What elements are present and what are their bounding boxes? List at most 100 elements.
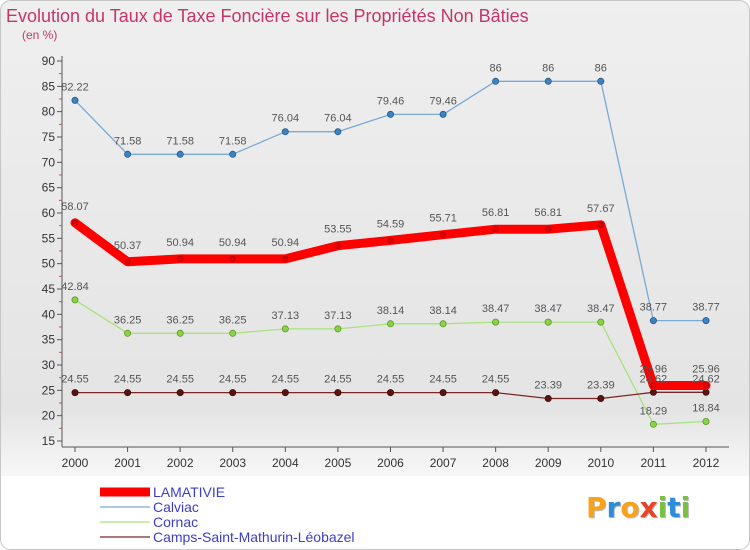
data-point-lamativie	[597, 221, 604, 228]
series-lamativie	[70, 218, 711, 390]
y-tick-label: 80	[42, 105, 56, 119]
data-point-calviac	[702, 317, 710, 325]
data-label-calviac: 86	[595, 62, 607, 74]
data-point-camps-saint-mathurin-leobazel	[597, 394, 605, 402]
data-label-camps-saint-mathurin-leobazel: 24.55	[272, 374, 300, 386]
data-label-cornac: 36.25	[219, 314, 247, 326]
data-point-calviac	[544, 77, 552, 85]
x-tick-label: 2006	[377, 456, 404, 470]
data-label-lamativie: 50.94	[219, 237, 247, 249]
data-point-calviac	[386, 110, 394, 118]
data-label-camps-saint-mathurin-leobazel: 24.55	[429, 374, 457, 386]
data-point-camps-saint-mathurin-leobazel	[702, 388, 710, 396]
data-point-camps-saint-mathurin-leobazel	[124, 389, 132, 397]
data-point-cornac	[281, 325, 289, 333]
data-label-calviac: 86	[542, 62, 554, 74]
data-point-calviac	[649, 317, 657, 325]
data-label-cornac: 36.25	[114, 314, 142, 326]
x-tick-label: 2012	[693, 456, 720, 470]
data-point-camps-saint-mathurin-leobazel	[492, 389, 500, 397]
data-point-cornac	[544, 318, 552, 326]
data-point-lamativie	[650, 382, 657, 389]
chart-subtitle: (en %)	[22, 28, 57, 42]
data-point-camps-saint-mathurin-leobazel	[176, 389, 184, 397]
data-point-lamativie	[72, 219, 79, 226]
x-tick-label: 2007	[430, 456, 457, 470]
data-label-camps-saint-mathurin-leobazel: 24.55	[324, 374, 352, 386]
data-label-camps-saint-mathurin-leobazel: 23.39	[534, 380, 562, 392]
data-point-cornac	[71, 296, 79, 304]
data-label-cornac: 38.14	[377, 305, 405, 317]
data-label-calviac: 86	[489, 62, 501, 74]
x-tick-label: 2003	[219, 456, 246, 470]
y-tick-label: 90	[42, 54, 56, 68]
data-label-cornac: 42.84	[61, 281, 89, 293]
data-label-lamativie: 50.94	[272, 237, 300, 249]
data-point-camps-saint-mathurin-leobazel	[439, 389, 447, 397]
data-label-camps-saint-mathurin-leobazel: 24.55	[114, 374, 142, 386]
series-camps-saint-mathurin-leobazel	[71, 388, 710, 402]
legend: LAMATIVIE Calviac Cornac Camps-Saint-Mat…	[100, 484, 355, 545]
y-tick-label: 70	[42, 155, 56, 169]
x-tick-label: 2005	[325, 456, 352, 470]
legend-label-calviac: Calviac	[153, 499, 199, 515]
x-tick-label: 2004	[272, 456, 299, 470]
x-tick-label: 2002	[167, 456, 194, 470]
data-label-calviac: 76.04	[324, 113, 352, 125]
y-tick-label: 45	[42, 282, 56, 296]
data-label-cornac: 38.47	[587, 303, 615, 315]
y-tick-label: 20	[42, 409, 56, 423]
data-point-cornac	[492, 318, 500, 326]
y-tick-label: 35	[42, 333, 56, 347]
data-label-camps-saint-mathurin-leobazel: 24.55	[482, 374, 510, 386]
data-label-lamativie: 56.81	[482, 207, 510, 219]
data-point-lamativie	[492, 226, 499, 233]
data-label-cornac: 37.13	[272, 310, 300, 322]
data-label-camps-saint-mathurin-leobazel: 24.62	[640, 373, 668, 385]
data-point-lamativie	[229, 255, 236, 262]
logo-letter-i: i	[658, 491, 668, 524]
x-tick-label: 2011	[640, 456, 666, 470]
logo-letter-r: r	[607, 491, 621, 524]
x-tick-label: 2000	[62, 456, 89, 470]
y-tick-label: 75	[42, 130, 56, 144]
data-label-lamativie: 58.07	[61, 201, 89, 213]
data-label-calviac: 71.58	[166, 135, 194, 147]
data-point-calviac	[229, 150, 237, 158]
data-label-calviac: 76.04	[272, 113, 300, 125]
data-label-lamativie: 55.71	[429, 213, 457, 225]
data-label-calviac: 79.46	[429, 95, 457, 107]
data-label-lamativie: 25.96	[640, 364, 668, 376]
data-point-cornac	[229, 329, 237, 337]
data-point-lamativie	[282, 255, 289, 262]
data-label-camps-saint-mathurin-leobazel: 24.55	[377, 374, 405, 386]
logo-letter-x: x	[640, 491, 658, 524]
data-label-lamativie: 50.94	[166, 237, 194, 249]
legend-label-camps-saint-mathurin-leobazel: Camps-Saint-Mathurin-Léobazel	[153, 529, 355, 545]
data-label-calviac: 71.58	[114, 135, 142, 147]
data-point-calviac	[281, 128, 289, 136]
data-point-calviac	[124, 150, 132, 158]
data-label-lamativie: 53.55	[324, 224, 352, 236]
data-label-lamativie: 50.37	[114, 240, 142, 252]
data-point-calviac	[597, 77, 605, 85]
data-label-camps-saint-mathurin-leobazel: 23.39	[587, 380, 615, 392]
data-label-lamativie: 25.96	[692, 364, 720, 376]
data-point-camps-saint-mathurin-leobazel	[71, 389, 79, 397]
x-tick-label: 2008	[482, 456, 509, 470]
data-point-calviac	[492, 77, 500, 85]
data-point-cornac	[702, 417, 710, 425]
data-label-cornac: 38.47	[482, 303, 510, 315]
series-calviac	[71, 77, 710, 325]
y-tick-label: 65	[42, 181, 56, 195]
legend-item-cornac: Cornac	[100, 514, 198, 530]
y-tick-label: 85	[42, 79, 56, 93]
series-layer	[70, 77, 711, 428]
y-tick-label: 15	[42, 434, 56, 448]
data-label-cornac: 18.29	[640, 405, 668, 417]
data-label-cornac: 37.13	[324, 310, 352, 322]
x-tick-label: 2001	[114, 456, 141, 470]
data-point-lamativie	[440, 231, 447, 238]
data-point-calviac	[176, 150, 184, 158]
